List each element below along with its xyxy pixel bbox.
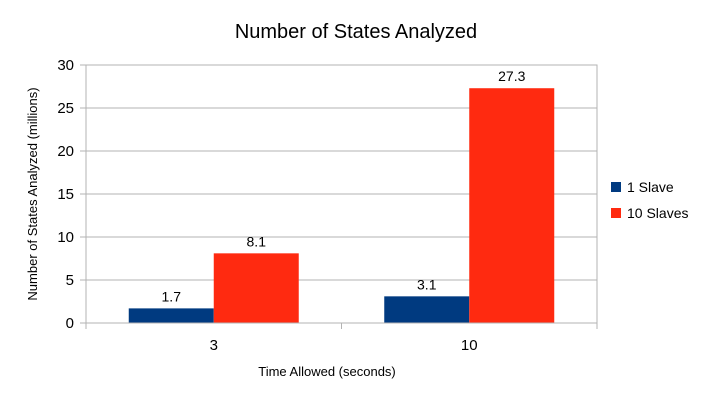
x-tick-labels: 3 10 (210, 337, 478, 354)
y-axis-label: Number of States Analyzed (millions) (25, 87, 40, 300)
bars (128, 88, 555, 323)
legend-swatch (611, 182, 621, 192)
bar-10-slaves-3 (213, 253, 299, 323)
y-tick-label: 10 (57, 229, 74, 246)
chart-title: Number of States Analyzed (235, 21, 477, 43)
data-labels: 1.7 8.1 3.1 27.3 (162, 68, 526, 304)
x-axis-label: Time Allowed (seconds) (258, 364, 396, 379)
y-tick-label: 0 (66, 315, 74, 332)
legend-label: 10 Slaves (627, 205, 688, 221)
bar-1-slave-3 (128, 308, 214, 323)
y-tick-label: 25 (57, 100, 74, 117)
data-label: 3.1 (417, 276, 437, 292)
y-tick-label: 30 (57, 57, 74, 74)
legend-swatch (611, 208, 621, 218)
x-tick-label: 10 (461, 337, 478, 354)
bar-1-slave-10 (384, 296, 470, 323)
y-tick-label: 15 (57, 186, 74, 203)
data-label: 8.1 (247, 233, 267, 249)
axes (85, 64, 598, 329)
legend: 1 Slave 10 Slaves (611, 179, 688, 221)
y-tick-label: 5 (66, 272, 74, 289)
x-tick-label: 3 (210, 337, 218, 354)
data-label: 27.3 (498, 68, 525, 84)
legend-label: 1 Slave (627, 179, 674, 195)
data-label: 1.7 (162, 288, 182, 304)
y-tick-label: 20 (57, 143, 74, 160)
bar-10-slaves-10 (469, 88, 555, 323)
y-tick-labels: 0 5 10 15 20 25 30 (57, 57, 74, 332)
